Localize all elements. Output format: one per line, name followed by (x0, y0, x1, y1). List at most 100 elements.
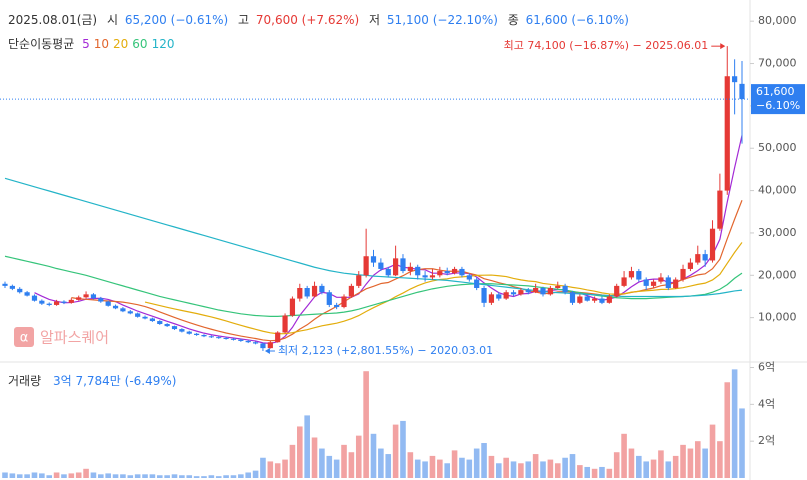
candle-body (451, 268, 458, 274)
volume-bar (414, 459, 421, 478)
candle-body (24, 292, 30, 296)
candle-body (275, 332, 281, 343)
candle-body (83, 294, 89, 298)
low-value: 51,100 (−22.10%) (387, 13, 498, 27)
candle-body (171, 326, 178, 330)
volume-bar (319, 448, 325, 478)
low-note: 최저 2,123 (+2,801.55%) − 2020.03.01 (278, 344, 493, 357)
volume-bar (599, 466, 605, 478)
volume-bar (562, 457, 568, 478)
candle-body (68, 299, 74, 303)
volume-bar (481, 443, 487, 478)
candle-body (650, 281, 657, 286)
candle-body (525, 290, 531, 293)
candle-body (577, 296, 583, 303)
volume-bar (731, 369, 738, 478)
candle-body (680, 268, 686, 280)
high-value: 70,600 (+7.62%) (256, 13, 359, 27)
volume-bar (186, 475, 193, 478)
ma-legend-item: 10 (94, 37, 109, 51)
candle-body (695, 254, 701, 263)
candle-body (370, 256, 377, 263)
volume-bar (429, 455, 436, 478)
low-label: 저 (369, 13, 380, 27)
volume-bar (193, 476, 200, 478)
volume-bar (274, 463, 281, 478)
volume-bar (554, 463, 561, 478)
volume-bar (238, 474, 244, 478)
volume-bar (540, 461, 546, 478)
candle-body (9, 285, 15, 289)
volume-bar (694, 441, 701, 478)
volume-bar (437, 459, 443, 478)
y-tick-label: 10,000 (758, 311, 797, 324)
candle-body (569, 292, 576, 303)
volume-bar (46, 475, 53, 478)
candle-body (562, 285, 568, 293)
volume-bar (311, 437, 318, 478)
low-arrowhead (264, 348, 270, 355)
candle-body (363, 256, 369, 276)
candle-body (17, 288, 23, 293)
volume-bar (650, 459, 657, 478)
volume-bar (171, 474, 178, 478)
volume-bar (9, 473, 16, 478)
candle-body (422, 275, 428, 278)
candle-body (393, 258, 399, 276)
volume-bar (90, 472, 97, 478)
candle-body (98, 298, 104, 302)
logo-icon (14, 327, 34, 347)
volume-bar (532, 454, 539, 478)
candle-body (378, 262, 384, 269)
volume-bar (739, 408, 745, 478)
candle-body (636, 271, 642, 280)
candle-body (474, 279, 480, 288)
ma-legend-item: 5 (82, 37, 90, 51)
volume-bar (68, 473, 75, 478)
volume-bar (658, 450, 664, 478)
volume-bar (473, 448, 480, 478)
volume-bar (488, 455, 495, 478)
volume-bar (39, 473, 45, 478)
candle-body (201, 335, 207, 337)
candle-body (444, 271, 450, 274)
volume-bar (304, 415, 310, 478)
volume-bar (717, 441, 723, 478)
candle-body (90, 294, 97, 299)
candle-body (208, 336, 214, 338)
candle-body (547, 288, 553, 295)
candle-body (496, 294, 502, 299)
volume-bar (215, 476, 222, 478)
candle-body (687, 262, 694, 269)
ma-legend-item: 120 (152, 37, 175, 51)
candle-body (732, 76, 738, 83)
volume-tick-label: 6억 (758, 361, 775, 374)
volume-bar (569, 454, 576, 478)
candle-body (127, 311, 133, 314)
plot: 10,00020,00030,00040,00050,00060,00070,0… (0, 14, 805, 478)
candle-body (186, 331, 192, 334)
candle-body (459, 268, 465, 276)
volume-bar (75, 472, 82, 478)
candle-body (238, 339, 244, 341)
candle-body (717, 190, 723, 229)
volume-bar (208, 475, 215, 478)
volume-bar (16, 474, 23, 478)
volume-bar (518, 463, 524, 478)
volume-bar (547, 459, 554, 478)
y-tick-label: 70,000 (758, 57, 797, 70)
candle-body (555, 285, 561, 288)
volume-bar (105, 473, 111, 478)
volume-bar (341, 444, 347, 478)
y-tick-label: 50,000 (758, 141, 797, 154)
candle-body (621, 277, 627, 286)
volume-bar (378, 448, 384, 478)
volume-bar (333, 459, 340, 478)
candle-body (518, 290, 524, 295)
candle-body (304, 288, 310, 297)
candle-body (260, 343, 266, 349)
candle-body (429, 275, 436, 278)
volume-bar (643, 461, 649, 478)
candle-body (53, 301, 60, 305)
volume-bar (503, 457, 509, 478)
